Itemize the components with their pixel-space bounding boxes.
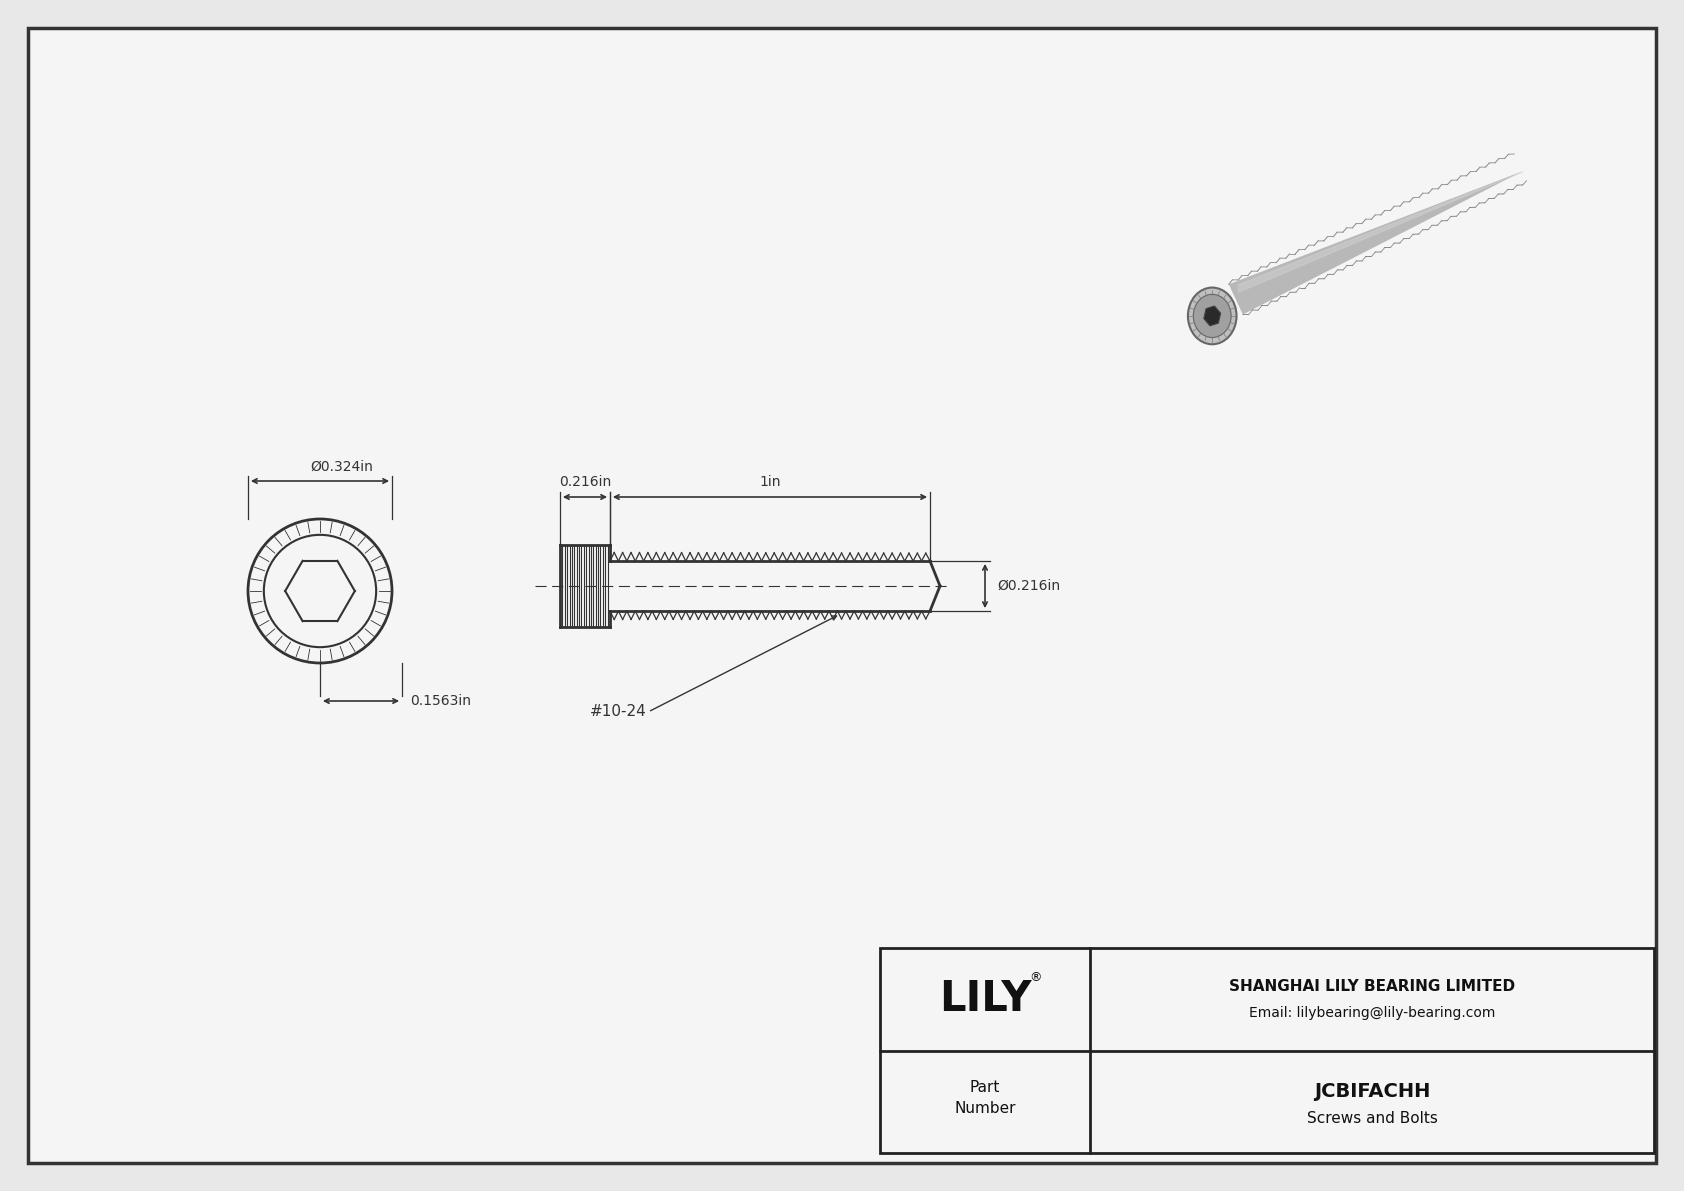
Text: Ø0.216in: Ø0.216in: [997, 579, 1061, 593]
Bar: [881, 948, 1654, 1153]
Text: ®: ®: [1029, 971, 1041, 984]
Polygon shape: [1204, 306, 1221, 326]
Text: 1in: 1in: [759, 475, 781, 490]
Text: 0.1563in: 0.1563in: [409, 694, 472, 707]
Text: Ø0.324in: Ø0.324in: [310, 460, 374, 474]
Polygon shape: [1229, 172, 1522, 314]
Text: Email: lilybearing@lily-bearing.com: Email: lilybearing@lily-bearing.com: [1250, 1006, 1495, 1019]
Text: SHANGHAI LILY BEARING LIMITED: SHANGHAI LILY BEARING LIMITED: [1229, 979, 1516, 994]
Text: 0.216in: 0.216in: [559, 475, 611, 490]
Text: Part
Number: Part Number: [955, 1080, 1015, 1116]
Text: LILY: LILY: [938, 978, 1031, 1021]
Text: #10-24: #10-24: [589, 705, 647, 719]
Text: Screws and Bolts: Screws and Bolts: [1307, 1111, 1438, 1125]
Ellipse shape: [1187, 287, 1236, 344]
Ellipse shape: [1194, 294, 1231, 337]
Text: JCBIFACHH: JCBIFACHH: [1314, 1081, 1430, 1100]
